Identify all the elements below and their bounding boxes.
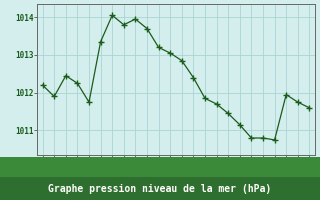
Text: Graphe pression niveau de la mer (hPa): Graphe pression niveau de la mer (hPa) <box>48 184 272 194</box>
